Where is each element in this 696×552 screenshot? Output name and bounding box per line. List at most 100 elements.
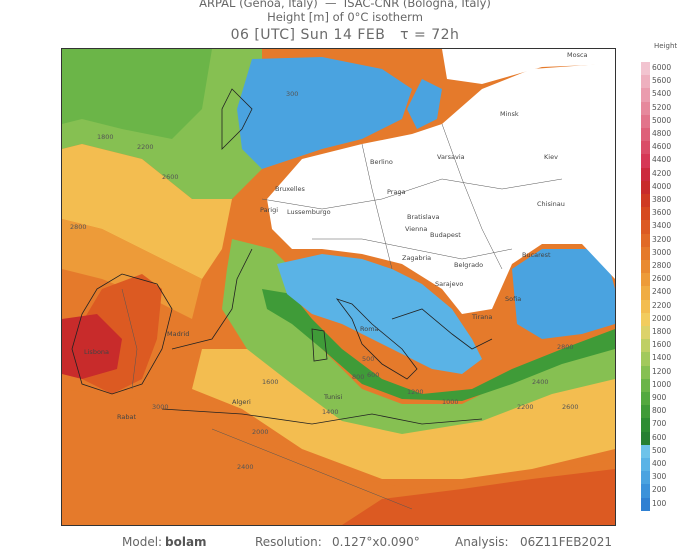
band-red-southeast (342, 469, 615, 525)
colorbar-label: 400 (652, 459, 667, 468)
band-blue-black-sea (512, 249, 615, 339)
city-label: Berlino (370, 158, 393, 166)
colorbar-label: 3800 (652, 195, 672, 204)
colorbar-label: 600 (652, 432, 667, 442)
colorbar-swatch (641, 484, 650, 498)
colorbar-label: 1600 (652, 340, 672, 350)
colorbar-label: 5400 (652, 89, 672, 99)
band-blue-north-sea (237, 57, 412, 169)
city-label: Tirana (471, 313, 492, 321)
colorbar-swatch (641, 365, 650, 379)
city-label: Kiev (544, 153, 558, 161)
city-label: Tunisi (323, 393, 342, 401)
colorbar-swatch (641, 88, 650, 102)
city-labels: Mosca Minsk Varsavia Kiev Berlino Bruxel… (84, 51, 588, 421)
colorbar-swatch (641, 180, 650, 194)
footer: Model: bolam Resolution: 0.127°x0.090° A… (0, 532, 696, 552)
contour-label: 300 (286, 90, 298, 98)
contour-label: 2200 (517, 403, 534, 411)
country-borders (121, 123, 563, 510)
colorbar-swatch (641, 141, 650, 155)
city-label: Minsk (500, 110, 519, 118)
colorbar-label: 4000 (652, 181, 672, 191)
city-label: Rabat (117, 413, 136, 421)
colorbar-label: 5200 (652, 102, 672, 112)
city-label: Chisinau (537, 200, 565, 208)
city-label: Bucarest (522, 251, 551, 259)
city-label: Lisbona (84, 348, 109, 356)
colorbar-label: 2000 (652, 313, 672, 323)
contour-label: 2800 (70, 223, 87, 231)
colorbar-swatch (641, 128, 650, 142)
band-green-mediterranean (222, 239, 615, 434)
colorbar-swatch (641, 418, 650, 432)
contour-label: 2600 (162, 173, 179, 181)
colorbar-label: 5000 (652, 115, 672, 125)
resolution-value: 0.127°x0.090° (332, 535, 420, 549)
city-label: Parigi (260, 206, 278, 214)
colorbar-swatch (641, 405, 650, 419)
band-blue-baltic (407, 79, 442, 129)
colorbar-label: 300 (652, 472, 667, 482)
colorbar-swatch (641, 167, 650, 181)
colorbar-swatch (641, 207, 650, 221)
band-dark-green-mediterranean (262, 289, 615, 401)
colorbar-label: 900 (652, 393, 667, 402)
city-label: Varsavia (437, 153, 465, 161)
analysis-value: 06Z11FEB2021 (520, 535, 613, 549)
colorbar-label: 100 (652, 498, 667, 508)
contour-label: 2000 (252, 428, 269, 436)
colorbar-swatch (641, 326, 650, 340)
colorbar-swatch (641, 312, 650, 326)
model-label: Model: (122, 535, 163, 549)
colorbar-swatch (641, 246, 650, 260)
model-value: bolam (165, 535, 207, 549)
city-label: Mosca (567, 51, 588, 59)
band-orange-west (62, 219, 202, 319)
contour-label: 800 (352, 373, 364, 381)
colorbar-swatch (641, 444, 650, 458)
city-label: Sarajevo (435, 280, 463, 288)
header: ARPAL (Genoa, Italy) — ISAC-CNR (Bologna… (0, 0, 696, 48)
colorbar-swatch (641, 339, 650, 353)
city-label: Lussemburgo (287, 208, 331, 216)
contour-label: 1800 (97, 133, 114, 141)
city-label: Algeri (232, 398, 251, 406)
contour-label: 1600 (262, 378, 279, 386)
contour-label: 2400 (532, 378, 549, 386)
colorbar-label: 700 (652, 419, 667, 429)
contour-label: 500 (362, 355, 374, 363)
colorbar-swatch (641, 220, 650, 234)
colorbar-label: 4400 (652, 155, 672, 165)
colorbar-swatch (641, 299, 650, 313)
freezing-level-map: 1800 2200 2600 2800 3000 2400 2000 1600 … (62, 49, 615, 525)
contour-label: 1200 (407, 388, 424, 396)
contour-label: 2600 (562, 403, 579, 411)
city-label: Roma (360, 325, 379, 333)
city-label: Madrid (167, 330, 189, 338)
contour-label: 1000 (442, 398, 459, 406)
contour-label: 600 (367, 371, 379, 379)
colorbar-swatch (641, 273, 650, 287)
colorbar-label: 1000 (652, 379, 672, 389)
colorbar-label: 5600 (652, 76, 672, 86)
coastlines (71, 88, 493, 425)
colorbar-swatch (641, 260, 650, 274)
colorbar-label: 4800 (652, 129, 672, 138)
colorbar-label: 1800 (652, 327, 672, 336)
title-agencies: ARPAL (Genoa, Italy) — ISAC-CNR (Bologna… (199, 0, 491, 10)
contour-label: 3000 (152, 403, 169, 411)
map-area: 1800 2200 2600 2800 3000 2400 2000 1600 … (61, 48, 616, 526)
title-valid-time: 06 [UTC] Sun 14 FEB τ = 72h (230, 27, 460, 43)
colorbar-swatch (641, 101, 650, 115)
band-yellow-west (62, 144, 232, 279)
contour-labels: 1800 2200 2600 2800 3000 2400 2000 1600 … (70, 90, 579, 471)
city-label: Zagabria (402, 254, 431, 262)
colorbar-swatch (641, 286, 650, 300)
colorbar-label: 500 (652, 445, 667, 455)
colorbar-label: 4600 (652, 142, 672, 152)
colorbar-swatch (641, 194, 650, 208)
city-label: Bratislava (407, 213, 439, 221)
colorbar-label: 2800 (652, 261, 672, 270)
city-label: Sofia (505, 295, 521, 303)
